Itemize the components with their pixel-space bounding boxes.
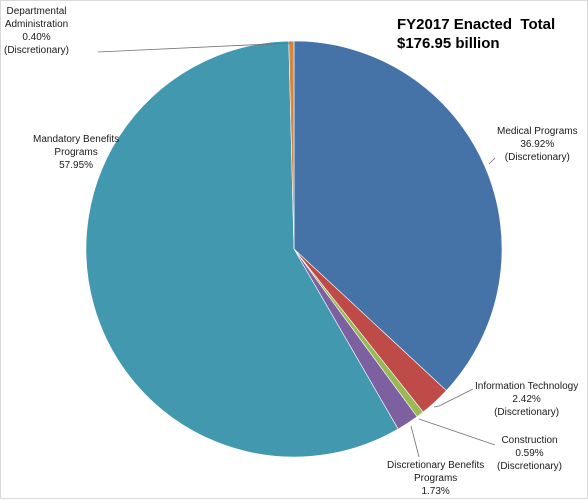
pie-slice-mandatory-benefits-programs (85, 40, 399, 458)
leader-line-construction (418, 418, 496, 446)
pie-slice-medical-programs (293, 40, 503, 392)
pie-slice-departmental-administration (288, 40, 295, 250)
chart-title: FY2017 Enacted Total $176.95 billion (397, 15, 555, 53)
slice-label-information-technology: Information Technology 2.42% (Discretion… (475, 381, 579, 418)
slice-label-departmental-administration: Departmental Administration 0.40% (Discr… (4, 6, 70, 56)
slice-label-construction: Construction 0.59% (Discretionary) (497, 435, 563, 472)
slice-label-medical-programs: Medical Programs 36.92% (Discretionary) (497, 126, 578, 163)
leader-line-information-technology (433, 388, 474, 408)
slice-label-mandatory-benefits-programs: Mandatory Benefits Programs 57.95% (33, 134, 120, 171)
slice-label-discretionary-benefits-programs: Discretionary Benefits Programs 1.73% (387, 460, 485, 497)
leader-line-discretionary-benefits-programs (410, 425, 420, 458)
leader-line-departmental-administration (97, 42, 292, 53)
chart-title-line-1: FY2017 Enacted Total (397, 16, 556, 33)
chart-title-line-2: $176.95 billion (397, 35, 500, 52)
leader-line-medical-programs (488, 157, 496, 165)
